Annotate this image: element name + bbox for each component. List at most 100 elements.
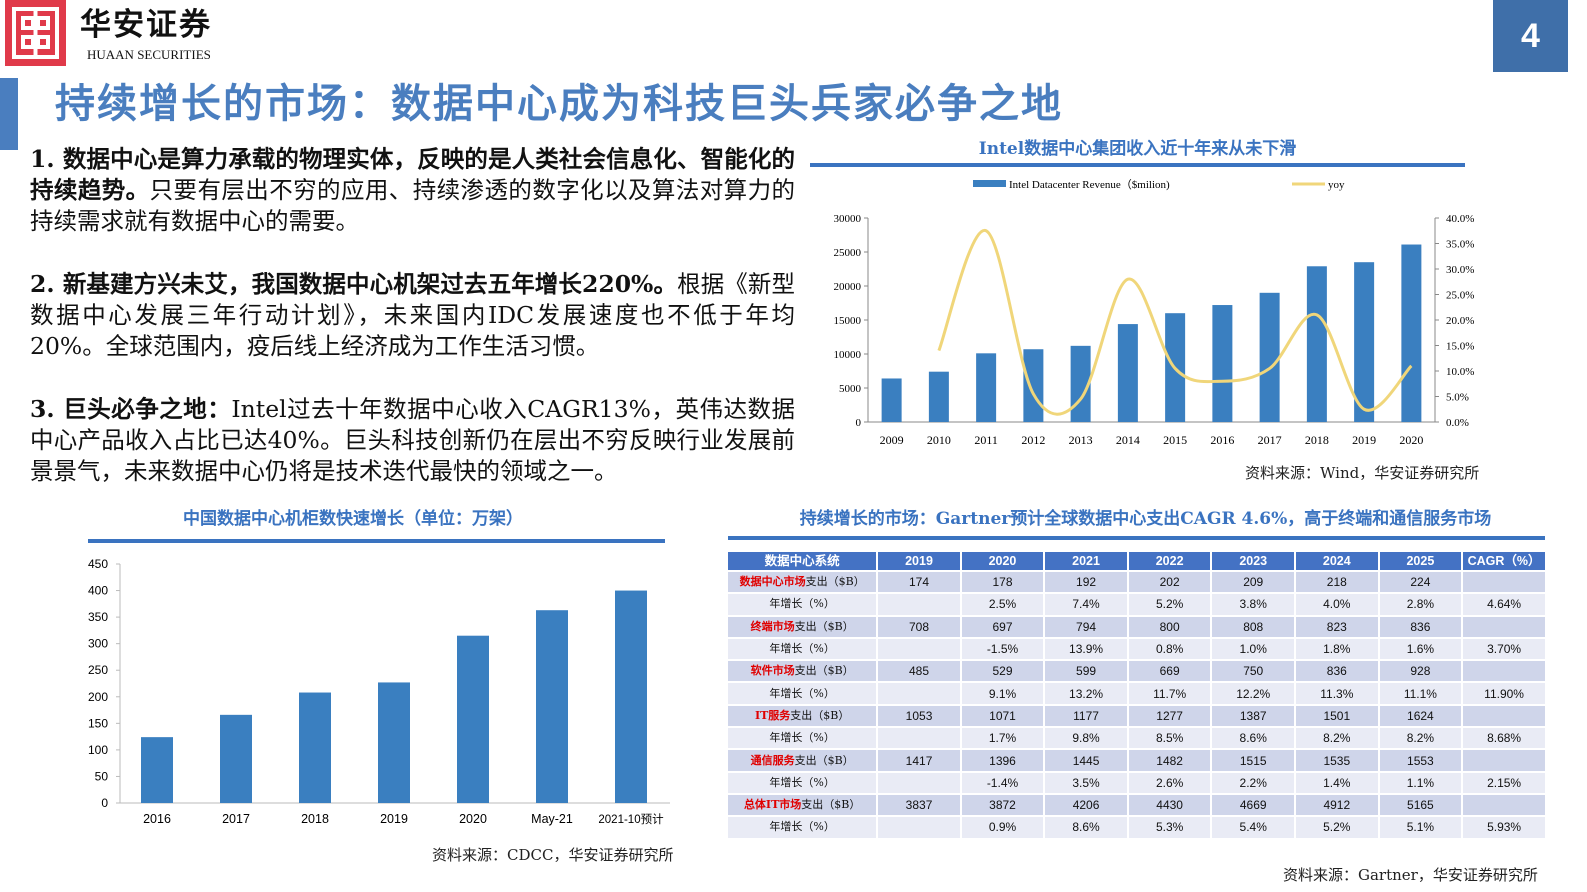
table-cell: 1417 bbox=[878, 750, 960, 771]
row-label: IT服务支出（$B） bbox=[728, 705, 877, 727]
row-label-text: 年增长（%） bbox=[769, 731, 835, 745]
rack-bar bbox=[615, 590, 647, 803]
table-cell: 2.8% bbox=[1379, 594, 1462, 615]
table-header-cell: 2024 bbox=[1296, 552, 1378, 570]
table-row: 数据中心市场支出（$B） 174 178 192 202 209 218 224 bbox=[728, 572, 1545, 593]
table-cell: 1.7% bbox=[961, 728, 1044, 749]
table-cell bbox=[1463, 661, 1545, 682]
table-cell bbox=[1463, 794, 1545, 816]
table-cell: 11.3% bbox=[1296, 683, 1378, 704]
table-cell: 1.4% bbox=[1296, 772, 1378, 793]
table-cell: 0.8% bbox=[1128, 638, 1211, 660]
intel-chart-rule bbox=[810, 163, 1465, 167]
table-cell: 1.0% bbox=[1212, 638, 1295, 660]
y-tick-label: 150 bbox=[88, 716, 108, 730]
rack-bar bbox=[536, 610, 568, 803]
table-cell bbox=[1463, 750, 1545, 771]
table-cell: 2.15% bbox=[1463, 772, 1545, 793]
table-header-cell: 2022 bbox=[1128, 552, 1211, 570]
table-cell: 1.8% bbox=[1296, 638, 1378, 660]
x-tick-label: 2015 bbox=[1163, 433, 1187, 447]
table-cell: 928 bbox=[1379, 661, 1462, 682]
table-cell: 5.93% bbox=[1463, 817, 1545, 838]
table-cell: 800 bbox=[1128, 616, 1211, 637]
x-tick-label: 2010 bbox=[927, 433, 951, 447]
x-tick-label: 2019 bbox=[1352, 433, 1376, 447]
x-tick-label: 2014 bbox=[1116, 433, 1140, 447]
table-cell: 823 bbox=[1296, 616, 1378, 637]
y-tick-label: 0 bbox=[856, 417, 862, 429]
table-cell bbox=[878, 594, 960, 615]
y-tick-label: 300 bbox=[88, 637, 108, 651]
y-tick-label: 5000 bbox=[839, 383, 862, 395]
table-cell: 9.8% bbox=[1045, 728, 1127, 749]
table-cell: 178 bbox=[961, 572, 1044, 593]
rack-bar bbox=[457, 635, 489, 803]
y2-tick-label: 5.0% bbox=[1446, 392, 1469, 404]
revenue-bar bbox=[928, 371, 949, 422]
table-title: 持续增长的市场：Gartner预计全球数据中心支出CAGR 4.6%，高于终端和… bbox=[799, 509, 1492, 529]
paragraph-1-bold: 1. 数据中心是算力承载的物理实体，反映的是人类社会信息化、智能化的持续趋势。 bbox=[30, 145, 795, 204]
rack-bar bbox=[141, 737, 173, 803]
table-cell: 8.6% bbox=[1212, 728, 1295, 749]
table-cell: 599 bbox=[1045, 661, 1127, 682]
row-label: 年增长（%） bbox=[728, 683, 877, 704]
table-row: 年增长（%） -1.5% 13.9% 0.8% 1.0% 1.8% 1.6% 3.70% bbox=[728, 638, 1545, 660]
table-cell: 485 bbox=[878, 661, 960, 682]
row-label-highlight: 软件市场 bbox=[750, 664, 795, 678]
table-cell: 5.1% bbox=[1379, 817, 1462, 838]
table-row: 年增长（%） 0.9% 8.6% 5.3% 5.4% 5.2% 5.1% 5.93% bbox=[728, 817, 1545, 838]
x-tick-label: 2020 bbox=[459, 812, 487, 826]
table-row: 软件市场支出（$B） 485 529 599 669 750 836 928 bbox=[728, 661, 1545, 682]
table-cell: 1053 bbox=[878, 705, 960, 727]
y-tick-label: 400 bbox=[88, 584, 108, 598]
table-cell: 529 bbox=[961, 661, 1044, 682]
y2-tick-label: 40.0% bbox=[1446, 213, 1474, 225]
table-cell bbox=[878, 772, 960, 793]
y-tick-label: 15000 bbox=[834, 315, 862, 327]
table-cell: -1.5% bbox=[961, 638, 1044, 660]
intel-chart-source: 资料来源：Wind，华安证券研究所 bbox=[1245, 464, 1480, 482]
x-tick-label: 2013 bbox=[1069, 433, 1093, 447]
table-cell bbox=[1463, 705, 1545, 727]
revenue-bar bbox=[976, 353, 997, 422]
x-tick-label: 2009 bbox=[880, 433, 904, 447]
table-header-cell: 2019 bbox=[878, 552, 960, 570]
rack-bar bbox=[378, 682, 410, 803]
table-header-cell: CAGR（%） bbox=[1463, 552, 1545, 570]
table-cell: 1071 bbox=[961, 705, 1044, 727]
table-cell: 9.1% bbox=[961, 683, 1044, 704]
table-header-cell: 2021 bbox=[1045, 552, 1127, 570]
table-cell: 1387 bbox=[1212, 705, 1295, 727]
table-cell: 8.2% bbox=[1379, 728, 1462, 749]
paragraph-2: 2. 新基建方兴未艾，我国数据中心机架过去五年增长220%。根据《新型数据中心发… bbox=[30, 269, 795, 362]
y2-tick-label: 35.0% bbox=[1446, 239, 1474, 251]
brand-name-en: HUAAN SECURITIES bbox=[87, 47, 211, 62]
table-cell: 2.6% bbox=[1128, 772, 1211, 793]
table-header-cell: 2020 bbox=[961, 552, 1044, 570]
table-cell bbox=[878, 683, 960, 704]
y-tick-label: 0 bbox=[101, 796, 108, 810]
revenue-bar bbox=[1023, 349, 1044, 422]
row-label: 年增长（%） bbox=[728, 817, 877, 838]
row-label-highlight: 总体IT市场 bbox=[743, 798, 802, 812]
table-cell: 1445 bbox=[1045, 750, 1127, 771]
table-cell: 3.5% bbox=[1045, 772, 1127, 793]
legend-bar-swatch bbox=[973, 180, 1006, 187]
rack-chart-source: 资料来源：CDCC，华安证券研究所 bbox=[432, 846, 674, 864]
table-cell: 669 bbox=[1128, 661, 1211, 682]
table-cell: 3837 bbox=[878, 794, 960, 816]
table-cell: 836 bbox=[1296, 661, 1378, 682]
row-label: 通信服务支出（$B） bbox=[728, 750, 877, 771]
row-label: 软件市场支出（$B） bbox=[728, 661, 877, 682]
table-cell: 5.2% bbox=[1296, 817, 1378, 838]
table-cell: 11.90% bbox=[1463, 683, 1545, 704]
table-cell: 12.2% bbox=[1212, 683, 1295, 704]
row-label-text: 年增长（%） bbox=[769, 642, 835, 656]
rack-bar bbox=[220, 714, 252, 803]
x-tick-label: 2012 bbox=[1021, 433, 1045, 447]
table-cell: 3872 bbox=[961, 794, 1044, 816]
y-tick-label: 10000 bbox=[834, 349, 862, 361]
table-cell: 4206 bbox=[1045, 794, 1127, 816]
table-cell: 2.5% bbox=[961, 594, 1044, 615]
